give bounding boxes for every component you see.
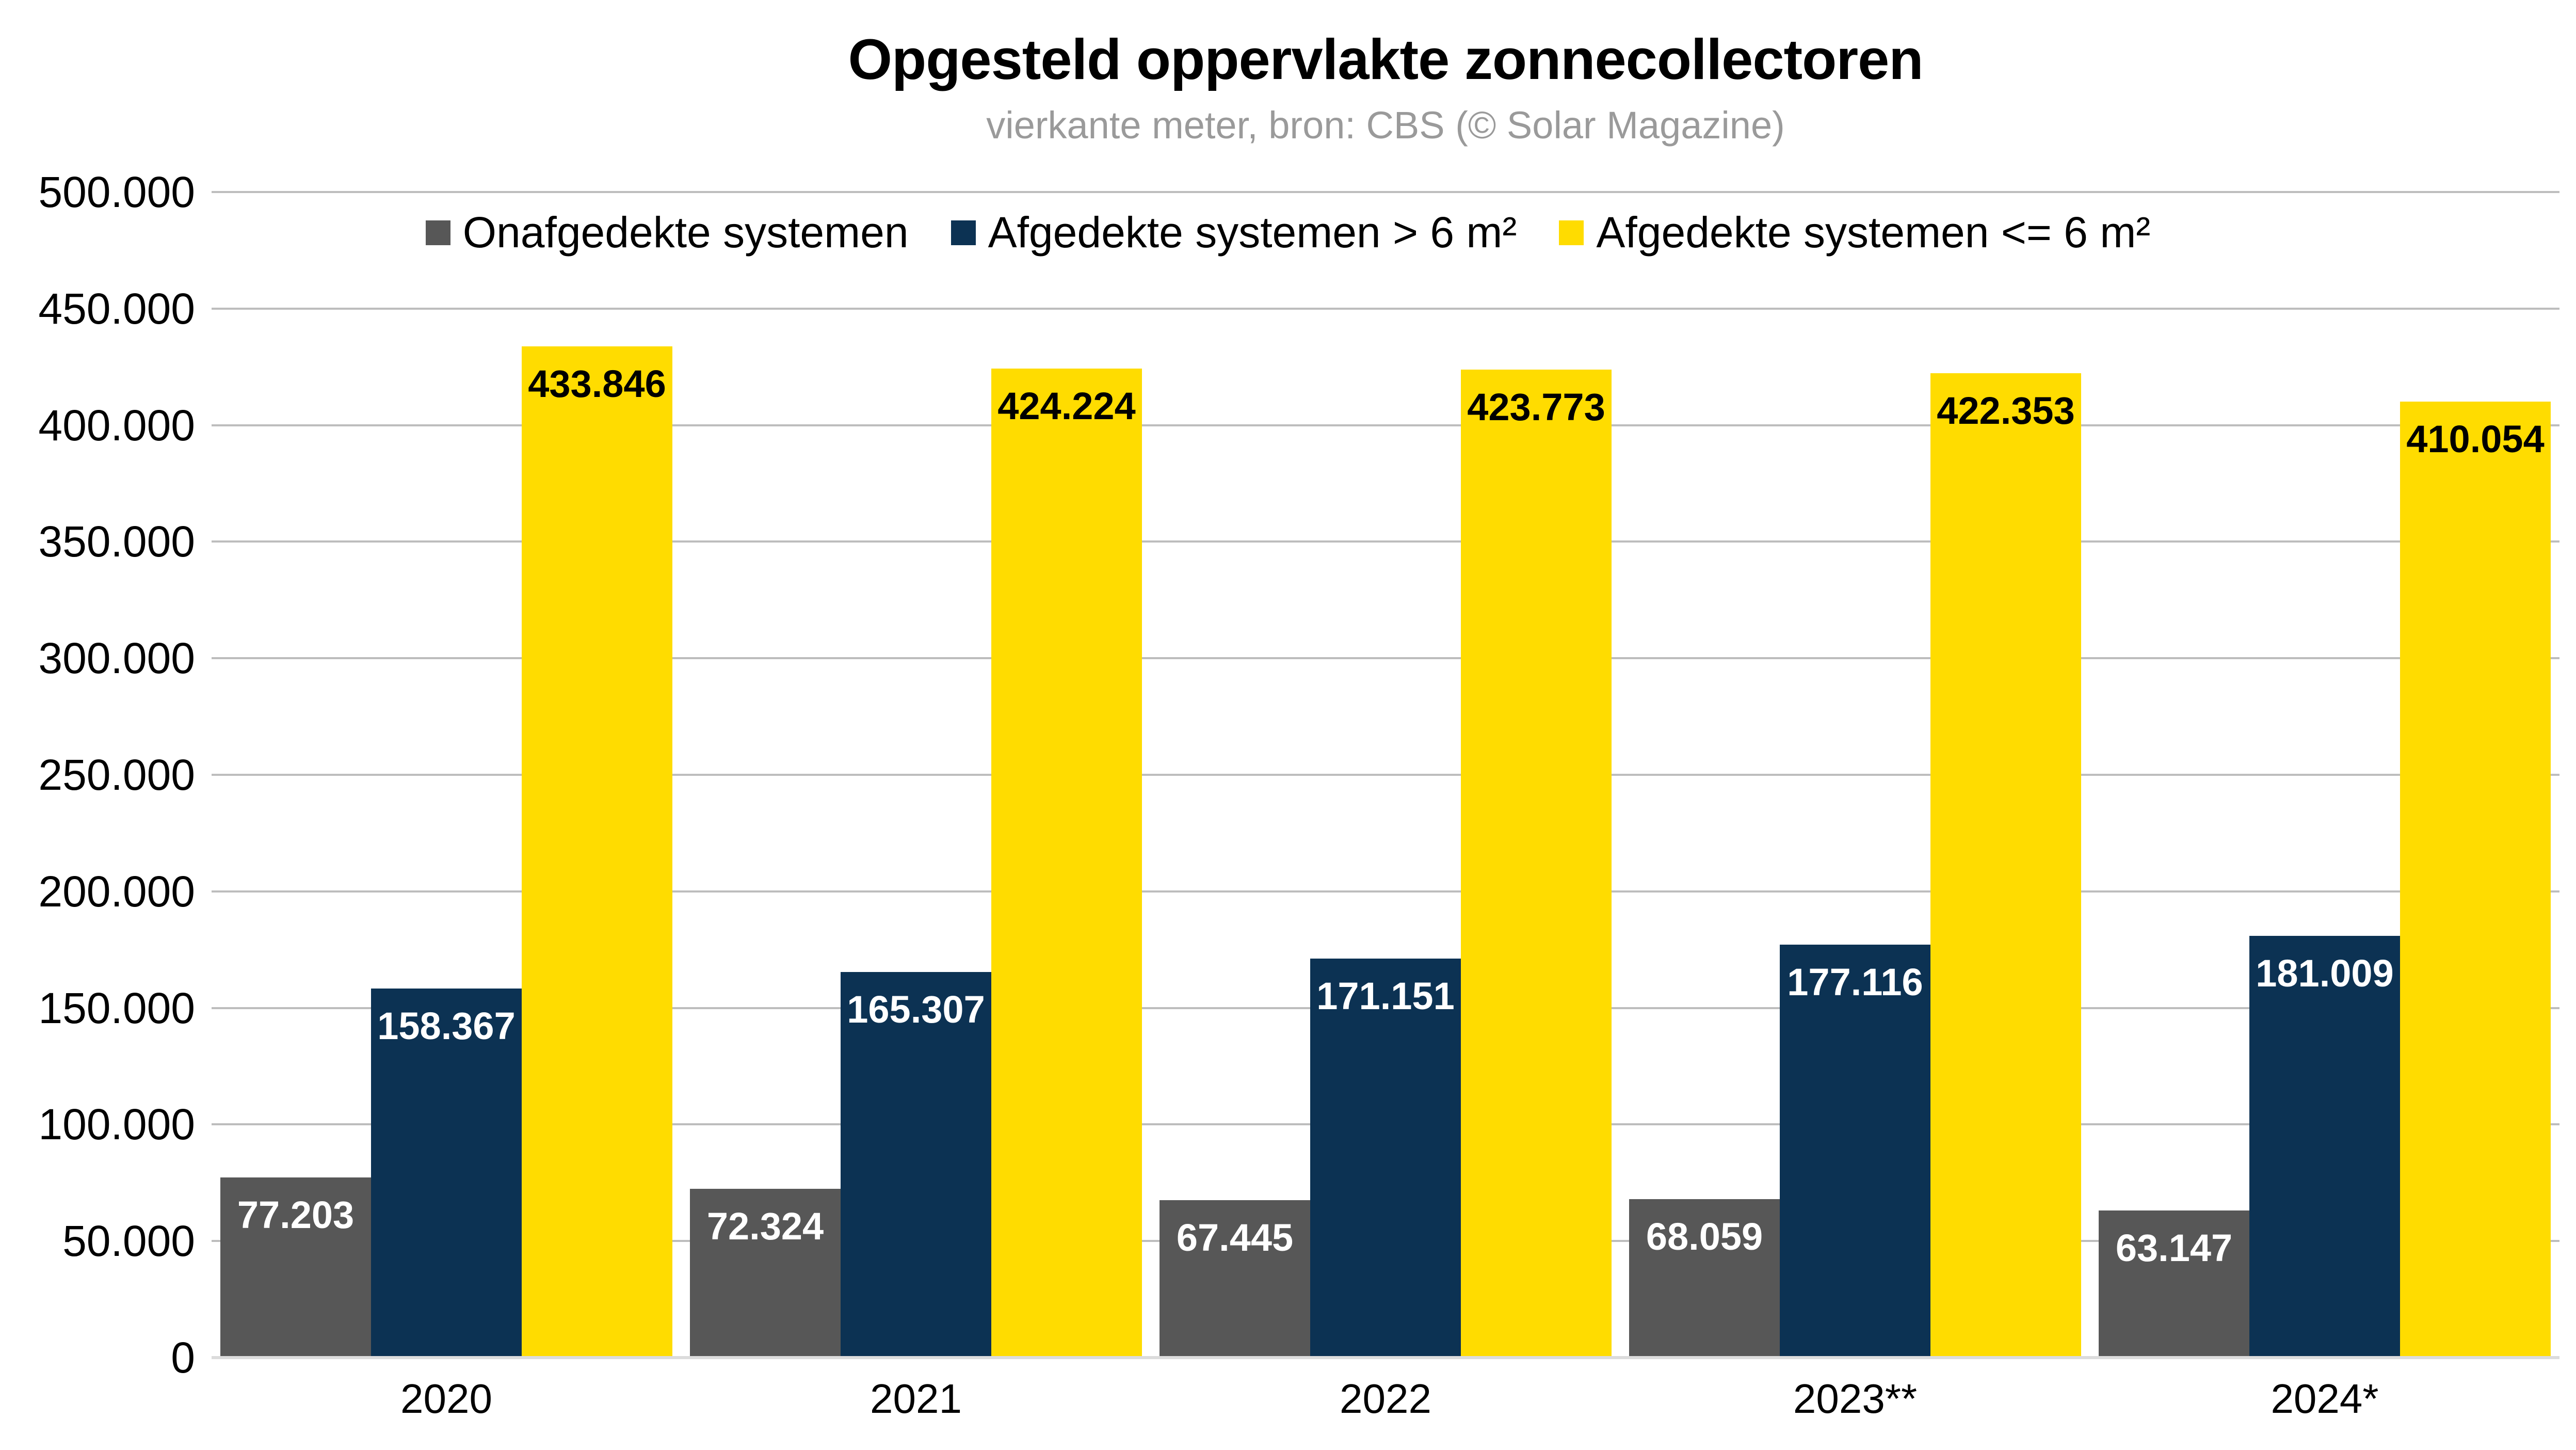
y-axis-label: 150.000 <box>38 983 195 1032</box>
bar-value-label: 67.445 <box>1176 1216 1294 1259</box>
bar: 423.773 <box>1461 370 1612 1358</box>
y-axis-label: 300.000 <box>38 634 195 683</box>
x-axis-label: 2022 <box>1340 1376 1431 1422</box>
gridline <box>212 890 2559 893</box>
bar: 72.324 <box>690 1189 841 1358</box>
bar: 181.009 <box>2249 936 2400 1358</box>
legend-swatch-icon <box>1559 220 1584 245</box>
y-axis-label: 250.000 <box>38 751 195 799</box>
x-axis-label: 2021 <box>870 1376 962 1422</box>
bar: 433.846 <box>522 346 672 1358</box>
gridline <box>212 774 2559 776</box>
bar: 67.445 <box>1160 1200 1310 1358</box>
bar: 177.116 <box>1780 945 1930 1358</box>
gridline <box>212 424 2559 426</box>
bar-value-label: 171.151 <box>1316 975 1455 1017</box>
bar-value-label: 181.009 <box>2256 952 2394 995</box>
bar: 165.307 <box>841 972 991 1358</box>
bar-group: 72.324 165.307 424.224 <box>690 192 1142 1358</box>
legend-label: Onafgedekte systemen <box>462 208 909 257</box>
bar-value-label: 410.054 <box>2406 418 2545 460</box>
bar-value-label: 165.307 <box>847 988 985 1031</box>
bar: 77.203 <box>220 1177 371 1358</box>
bar-value-label: 424.224 <box>997 385 1136 427</box>
bar-value-label: 177.116 <box>1787 961 1923 1003</box>
bar-value-label: 77.203 <box>237 1193 355 1236</box>
legend: Onafgedekte systemen Afgedekte systemen >… <box>0 208 2576 258</box>
legend-item: Afgedekte systemen > 6 m² <box>951 208 1517 258</box>
bar-value-label: 433.846 <box>528 362 666 405</box>
x-axis-label: 2020 <box>400 1376 492 1422</box>
bar: 171.151 <box>1310 959 1461 1358</box>
legend-item: Onafgedekte systemen <box>425 208 909 258</box>
legend-label: Afgedekte systemen > 6 m² <box>988 208 1517 257</box>
bar: 422.353 <box>1930 373 2081 1358</box>
bar: 410.054 <box>2400 402 2551 1358</box>
bar-group: 63.147 181.009 410.054 <box>2099 192 2551 1358</box>
bar-value-label: 422.353 <box>1937 389 2075 432</box>
y-axis-label: 100.000 <box>38 1100 195 1149</box>
legend-swatch-icon <box>425 220 450 245</box>
gridline <box>212 191 2559 193</box>
y-axis-label: 400.000 <box>38 401 195 450</box>
bar: 424.224 <box>991 369 1142 1358</box>
legend-label: Afgedekte systemen <= 6 m² <box>1596 208 2151 257</box>
bar: 68.059 <box>1629 1199 1780 1358</box>
y-axis-label: 50.000 <box>62 1217 195 1266</box>
y-axis-label: 500.000 <box>38 168 195 216</box>
x-axis-label: 2024* <box>2271 1376 2379 1422</box>
gridline <box>212 307 2559 310</box>
bar-value-label: 158.367 <box>377 1005 516 1047</box>
bar: 63.147 <box>2099 1210 2249 1358</box>
y-axis-label: 200.000 <box>38 867 195 916</box>
bar: 158.367 <box>371 989 522 1358</box>
gridline <box>212 657 2559 660</box>
y-axis-label: 350.000 <box>38 517 195 566</box>
bar-group: 68.059 177.116 422.353 <box>1629 192 2081 1358</box>
chart-subtitle: vierkante meter, bron: CBS (© Solar Maga… <box>986 104 1785 147</box>
x-axis-label: 2023** <box>1793 1376 1918 1422</box>
bar-group: 67.445 171.151 423.773 <box>1160 192 1612 1358</box>
chart-title: Opgesteld oppervlakte zonnecollectoren <box>848 28 1923 91</box>
bar-value-label: 72.324 <box>706 1205 824 1248</box>
y-axis-label: 450.000 <box>38 284 195 333</box>
y-axis-label: 0 <box>171 1333 195 1382</box>
bar-value-label: 63.147 <box>2115 1226 2233 1269</box>
plot-area: 77.203 158.367 433.846 2020 72.324 165.307 424… <box>212 191 2559 1422</box>
bar-value-label: 423.773 <box>1467 386 1605 428</box>
legend-swatch-icon <box>951 220 976 245</box>
legend-item: Afgedekte systemen <= 6 m² <box>1559 208 2150 258</box>
bar-group: 77.203 158.367 433.846 <box>220 192 672 1358</box>
gridline <box>212 540 2559 543</box>
bar-value-label: 68.059 <box>1646 1215 1763 1258</box>
x-axis-baseline <box>212 1356 2559 1359</box>
